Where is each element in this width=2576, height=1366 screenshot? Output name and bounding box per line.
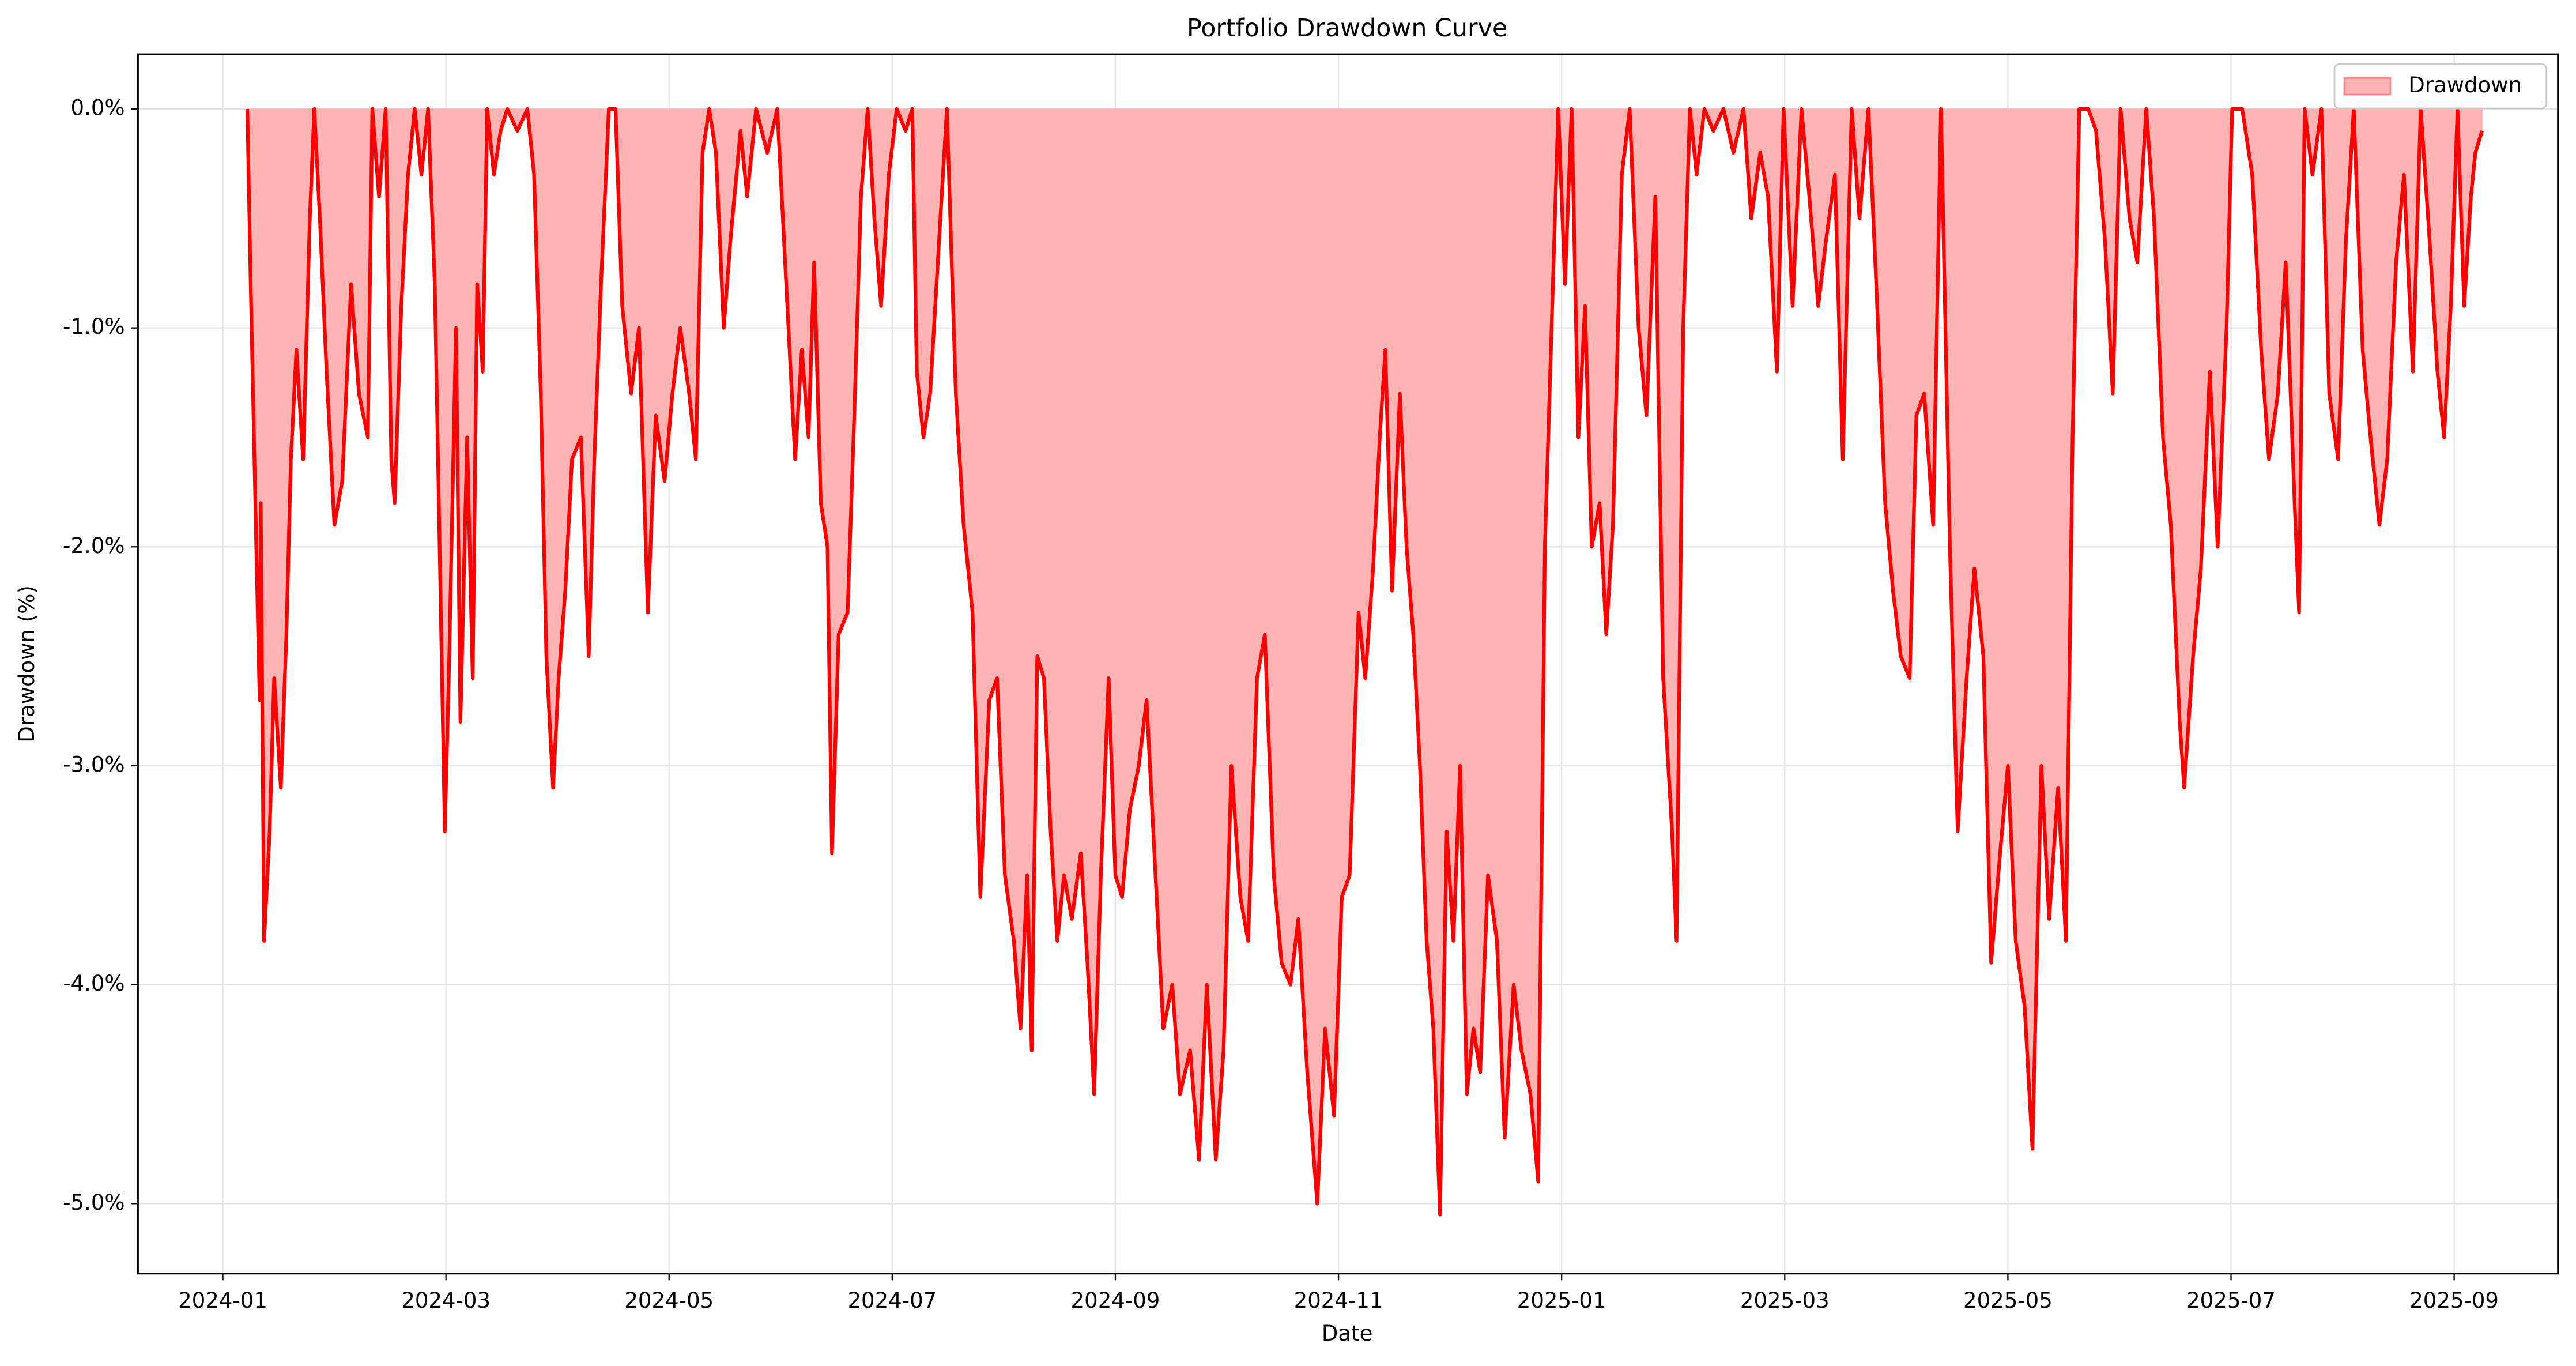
y-tick-label: -5.0% <box>63 1190 125 1215</box>
drawdown-line <box>245 107 2484 1217</box>
x-tick-label: 2024-03 <box>401 1288 491 1313</box>
y-tick-label: 0.0% <box>71 95 125 120</box>
y-axis-label: Drawdown (%) <box>14 585 39 743</box>
legend-swatch <box>2343 77 2392 96</box>
y-tick-label: -4.0% <box>63 971 125 996</box>
x-tick-label: 2025-05 <box>1963 1288 2053 1313</box>
legend: Drawdown <box>2333 63 2548 110</box>
legend-label: Drawdown <box>2408 73 2522 97</box>
plot-frame <box>137 53 2559 1275</box>
x-tick-label: 2025-09 <box>2409 1288 2499 1313</box>
y-tick-label: -2.0% <box>63 533 125 558</box>
y-tick-label: -3.0% <box>63 752 125 777</box>
x-tick-label: 2024-05 <box>624 1288 714 1313</box>
y-tick-label: -1.0% <box>63 314 125 339</box>
x-tick-label: 2024-09 <box>1071 1288 1160 1313</box>
x-tick-label: 2025-07 <box>2186 1288 2276 1313</box>
x-tick-label: 2024-01 <box>178 1288 267 1313</box>
x-axis-label: Date <box>1322 1321 1373 1346</box>
x-tick-label: 2025-03 <box>1740 1288 1830 1313</box>
chart-title: Portfolio Drawdown Curve <box>1187 14 1507 43</box>
x-tick-label: 2024-07 <box>847 1288 937 1313</box>
x-tick-label: 2025-01 <box>1517 1288 1606 1313</box>
x-tick-label: 2024-11 <box>1294 1288 1383 1313</box>
legend-box <box>2333 63 2548 110</box>
